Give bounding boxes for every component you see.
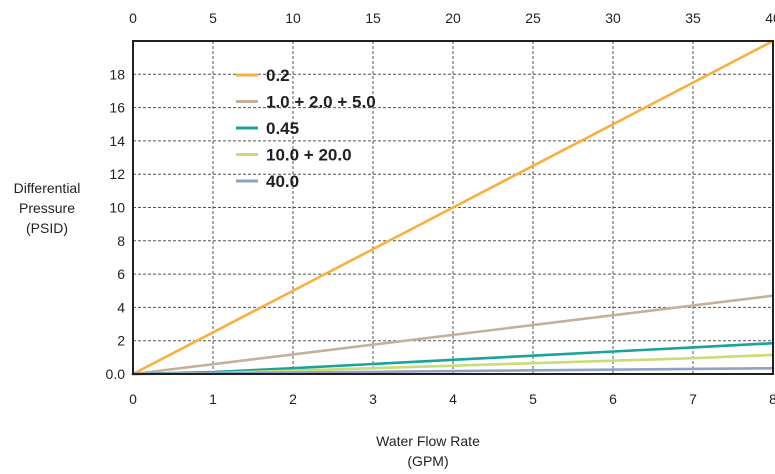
legend-label: 10.0 + 20.0 [266,146,352,165]
series-line-2 [131,294,775,376]
y-tick-label: 10 [109,200,125,216]
legend-label: 0.2 [266,66,290,85]
y-tick-label: 16 [109,100,125,116]
y-tick-label: 14 [109,133,125,149]
top-x-tick-label: 25 [525,10,541,26]
y-axis-title-line: Pressure [18,200,76,216]
series-line-1 [131,39,775,376]
top-x-tick-label: 30 [605,10,621,26]
y-tick-label: 6 [117,266,125,282]
x-axis-title-line: (GPM) [407,453,449,469]
top-x-tick-label: 0 [129,10,137,26]
legend: 0.2 1.0 + 2.0 + 5.0 0.45 10.0 + 20.0 40.0 [236,66,376,191]
x-tick-label: 8 [769,391,775,407]
x-tick-label: 7 [689,391,697,407]
legend-label: 40.0 [266,172,299,191]
legend-label: 0.45 [266,119,299,138]
x-axis-title: Water Flow Rate (GPM) [363,431,493,471]
left-axis-ticks: 0.0 2 4 6 8 10 12 14 16 18 [106,66,126,382]
y-tick-label: 12 [109,166,125,182]
y-tick-label: 2 [117,333,125,349]
y-axis-title-line: (PSID) [26,220,68,236]
top-x-tick-label: 10 [285,10,301,26]
x-tick-label: 5 [529,391,537,407]
x-tick-label: 2 [289,391,297,407]
bottom-axis-ticks: 0 1 2 3 4 5 6 7 8 [129,391,775,407]
top-x-tick-label: 40 [765,10,775,26]
x-tick-label: 6 [609,391,617,407]
y-axis-title-line: Differential [13,180,81,196]
plot-frame [132,40,774,375]
series-line-3 [131,341,775,376]
y-tick-label: 4 [117,299,125,315]
y-tick-label: 18 [109,66,125,82]
top-x-tick-label: 5 [209,10,217,26]
x-tick-label: 0 [129,391,137,407]
legend-label: 1.0 + 2.0 + 5.0 [266,93,376,112]
series-lines [131,39,775,376]
y-tick-label: 0.0 [106,366,126,382]
x-axis-title-line: Water Flow Rate [376,433,480,449]
x-tick-label: 4 [449,391,457,407]
x-tick-label: 3 [369,391,377,407]
top-x-tick-label: 35 [685,10,701,26]
top-x-tick-label: 15 [365,10,381,26]
x-tick-label: 1 [209,391,217,407]
top-axis-ticks: 0 5 10 15 20 25 30 35 40 [129,10,775,26]
top-x-tick-label: 20 [445,10,461,26]
y-tick-label: 8 [117,233,125,249]
y-axis-title: Differential Pressure (PSID) [0,178,94,238]
